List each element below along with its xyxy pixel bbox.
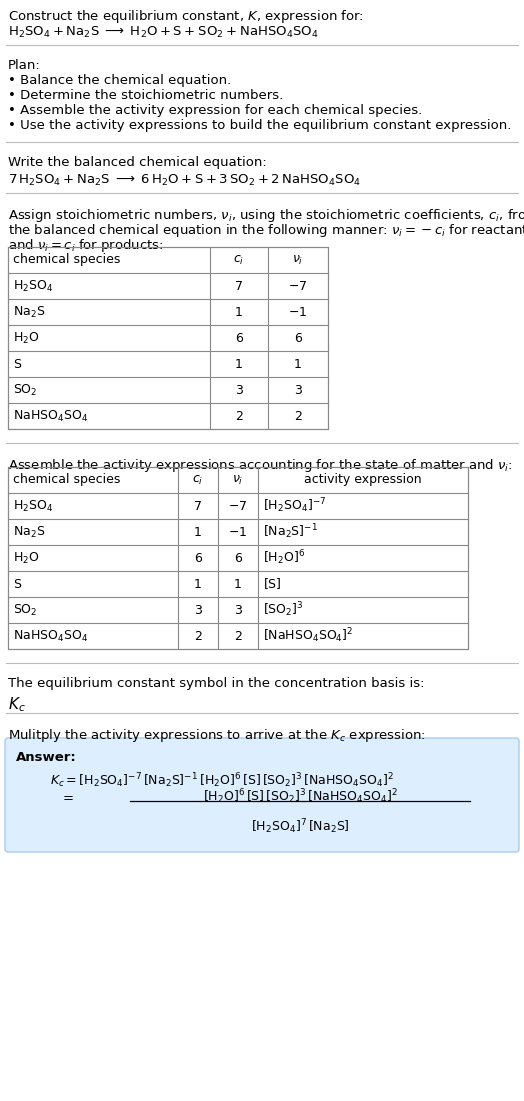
Text: 1: 1	[194, 578, 202, 590]
Text: $c_i$: $c_i$	[233, 253, 245, 266]
Text: chemical species: chemical species	[13, 253, 121, 266]
Bar	[8, 467, 468, 648]
Text: $\mathrm{7\,H_2SO_4 + Na_2S \;\longrightarrow\; 6\,H_2O + S + 3\,SO_2 + 2\,NaHSO: $\mathrm{7\,H_2SO_4 + Na_2S \;\longright…	[8, 173, 361, 188]
Text: and $\nu_i = c_i$ for products:: and $\nu_i = c_i$ for products:	[8, 237, 163, 254]
Text: 2: 2	[294, 410, 302, 423]
Text: chemical species: chemical species	[13, 473, 121, 487]
Text: $[\mathrm{H_2SO_4}]^{7}\,[\mathrm{Na_2S}]$: $[\mathrm{H_2SO_4}]^{7}\,[\mathrm{Na_2S}…	[250, 817, 350, 836]
Text: Write the balanced chemical equation:: Write the balanced chemical equation:	[8, 156, 267, 168]
Text: 3: 3	[194, 603, 202, 617]
Text: $\mathrm{H_2O}$: $\mathrm{H_2O}$	[13, 550, 40, 566]
Text: $=$: $=$	[60, 791, 74, 804]
Text: activity expression: activity expression	[304, 473, 422, 487]
Text: S: S	[13, 358, 21, 371]
Text: Construct the equilibrium constant, $K$, expression for:: Construct the equilibrium constant, $K$,…	[8, 8, 364, 25]
Text: Mulitply the activity expressions to arrive at the $K_c$ expression:: Mulitply the activity expressions to arr…	[8, 727, 426, 744]
Text: $\mathrm{H_2O}$: $\mathrm{H_2O}$	[13, 330, 40, 346]
Text: • Determine the stoichiometric numbers.: • Determine the stoichiometric numbers.	[8, 89, 283, 102]
Text: $c_i$: $c_i$	[192, 473, 204, 487]
Text: $\mathrm{H_2SO_4 + Na_2S \;\longrightarrow\; H_2O + S + SO_2 + NaHSO_4SO_4}$: $\mathrm{H_2SO_4 + Na_2S \;\longrightarr…	[8, 25, 319, 40]
Text: $\nu_i$: $\nu_i$	[292, 253, 304, 266]
Text: 7: 7	[235, 280, 243, 293]
Text: $[\mathrm{SO_2}]^{3}$: $[\mathrm{SO_2}]^{3}$	[263, 601, 303, 620]
Text: • Assemble the activity expression for each chemical species.: • Assemble the activity expression for e…	[8, 103, 422, 117]
Text: 6: 6	[194, 552, 202, 565]
Text: $\mathrm{H_2SO_4}$: $\mathrm{H_2SO_4}$	[13, 279, 53, 294]
Text: 1: 1	[234, 578, 242, 590]
Text: Answer:: Answer:	[16, 751, 77, 764]
Text: $K_c$: $K_c$	[8, 695, 26, 713]
Text: • Use the activity expressions to build the equilibrium constant expression.: • Use the activity expressions to build …	[8, 119, 511, 132]
Text: 1: 1	[294, 358, 302, 371]
Text: The equilibrium constant symbol in the concentration basis is:: The equilibrium constant symbol in the c…	[8, 677, 424, 690]
Text: 1: 1	[235, 305, 243, 318]
Bar	[8, 247, 328, 429]
Text: $[\mathrm{H_2O}]^{6}$: $[\mathrm{H_2O}]^{6}$	[263, 548, 305, 567]
Text: Assign stoichiometric numbers, $\nu_i$, using the stoichiometric coefficients, $: Assign stoichiometric numbers, $\nu_i$, …	[8, 207, 524, 224]
Text: 2: 2	[194, 630, 202, 643]
Text: $\mathrm{SO_2}$: $\mathrm{SO_2}$	[13, 382, 38, 397]
Text: 6: 6	[235, 331, 243, 345]
Text: 3: 3	[235, 383, 243, 396]
Text: $\mathrm{NaHSO_4SO_4}$: $\mathrm{NaHSO_4SO_4}$	[13, 629, 88, 644]
Text: 6: 6	[294, 331, 302, 345]
Text: 6: 6	[234, 552, 242, 565]
Text: $K_c = [\mathrm{H_2SO_4}]^{-7}\,[\mathrm{Na_2S}]^{-1}\,[\mathrm{H_2O}]^{6}\,[\ma: $K_c = [\mathrm{H_2SO_4}]^{-7}\,[\mathrm…	[50, 771, 394, 789]
Text: Assemble the activity expressions accounting for the state of matter and $\nu_i$: Assemble the activity expressions accoun…	[8, 457, 512, 475]
Text: $\mathrm{H_2SO_4}$: $\mathrm{H_2SO_4}$	[13, 499, 53, 513]
Text: 3: 3	[294, 383, 302, 396]
Text: $-7$: $-7$	[228, 500, 248, 512]
Text: Plan:: Plan:	[8, 59, 41, 72]
Text: $-1$: $-1$	[288, 305, 308, 318]
FancyBboxPatch shape	[5, 738, 519, 852]
Text: $\nu_i$: $\nu_i$	[232, 473, 244, 487]
Text: $[\mathrm{NaHSO_4SO_4}]^{2}$: $[\mathrm{NaHSO_4SO_4}]^{2}$	[263, 626, 354, 645]
Text: 1: 1	[235, 358, 243, 371]
Text: $[\mathrm{H_2SO_4}]^{-7}$: $[\mathrm{H_2SO_4}]^{-7}$	[263, 497, 326, 515]
Text: S: S	[13, 578, 21, 590]
Text: $\mathrm{Na_2S}$: $\mathrm{Na_2S}$	[13, 305, 45, 319]
Text: $\mathrm{Na_2S}$: $\mathrm{Na_2S}$	[13, 524, 45, 539]
Text: $[\mathrm{Na_2S}]^{-1}$: $[\mathrm{Na_2S}]^{-1}$	[263, 523, 318, 542]
Text: 2: 2	[235, 410, 243, 423]
Text: 3: 3	[234, 603, 242, 617]
Text: $[\mathrm{S}]$: $[\mathrm{S}]$	[263, 577, 281, 591]
Text: $\mathrm{NaHSO_4SO_4}$: $\mathrm{NaHSO_4SO_4}$	[13, 408, 88, 424]
Text: $[\mathrm{H_2O}]^{6}\,[\mathrm{S}]\,[\mathrm{SO_2}]^{3}\,[\mathrm{NaHSO_4SO_4}]^: $[\mathrm{H_2O}]^{6}\,[\mathrm{S}]\,[\ma…	[202, 787, 398, 806]
Text: $-7$: $-7$	[288, 280, 308, 293]
Text: 2: 2	[234, 630, 242, 643]
Text: • Balance the chemical equation.: • Balance the chemical equation.	[8, 74, 231, 87]
Text: $-1$: $-1$	[228, 525, 248, 538]
Text: $\mathrm{SO_2}$: $\mathrm{SO_2}$	[13, 602, 38, 618]
Text: 1: 1	[194, 525, 202, 538]
Text: 7: 7	[194, 500, 202, 512]
Text: the balanced chemical equation in the following manner: $\nu_i = -c_i$ for react: the balanced chemical equation in the fo…	[8, 222, 524, 239]
